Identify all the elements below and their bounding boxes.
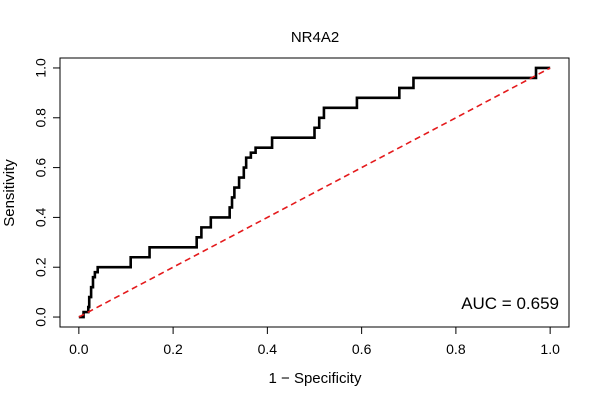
x-axis: 0.0 0.2 0.4 0.6 0.8 1.0 <box>69 326 560 357</box>
y-axis-title: Sensitivity <box>1 159 18 227</box>
chart-title: NR4A2 <box>291 29 339 46</box>
x-tick-label: 0.2 <box>163 341 183 357</box>
y-tick-label: 0.4 <box>33 207 49 227</box>
reference-diagonal-line <box>78 67 551 318</box>
x-tick-label: 1.0 <box>540 341 560 357</box>
series-layer <box>78 66 551 319</box>
x-axis-title: 1 − Specificity <box>269 370 362 387</box>
x-tick-label: 0.8 <box>446 341 466 357</box>
y-tick-label: 0.2 <box>33 257 49 277</box>
y-tick-label: 0.6 <box>33 158 49 178</box>
x-tick-label: 0.0 <box>69 341 89 357</box>
y-tick-label: 1.0 <box>33 58 49 78</box>
auc-annotation: AUC = 0.659 <box>461 294 559 313</box>
x-tick-label: 0.4 <box>258 341 278 357</box>
x-tick-label: 0.6 <box>352 341 372 357</box>
roc-curve-line <box>78 66 551 319</box>
y-tick-label: 0.8 <box>33 108 49 128</box>
y-tick-label: 0.0 <box>33 307 49 327</box>
y-axis: 0.0 0.2 0.4 0.6 0.8 1.0 <box>33 58 61 327</box>
